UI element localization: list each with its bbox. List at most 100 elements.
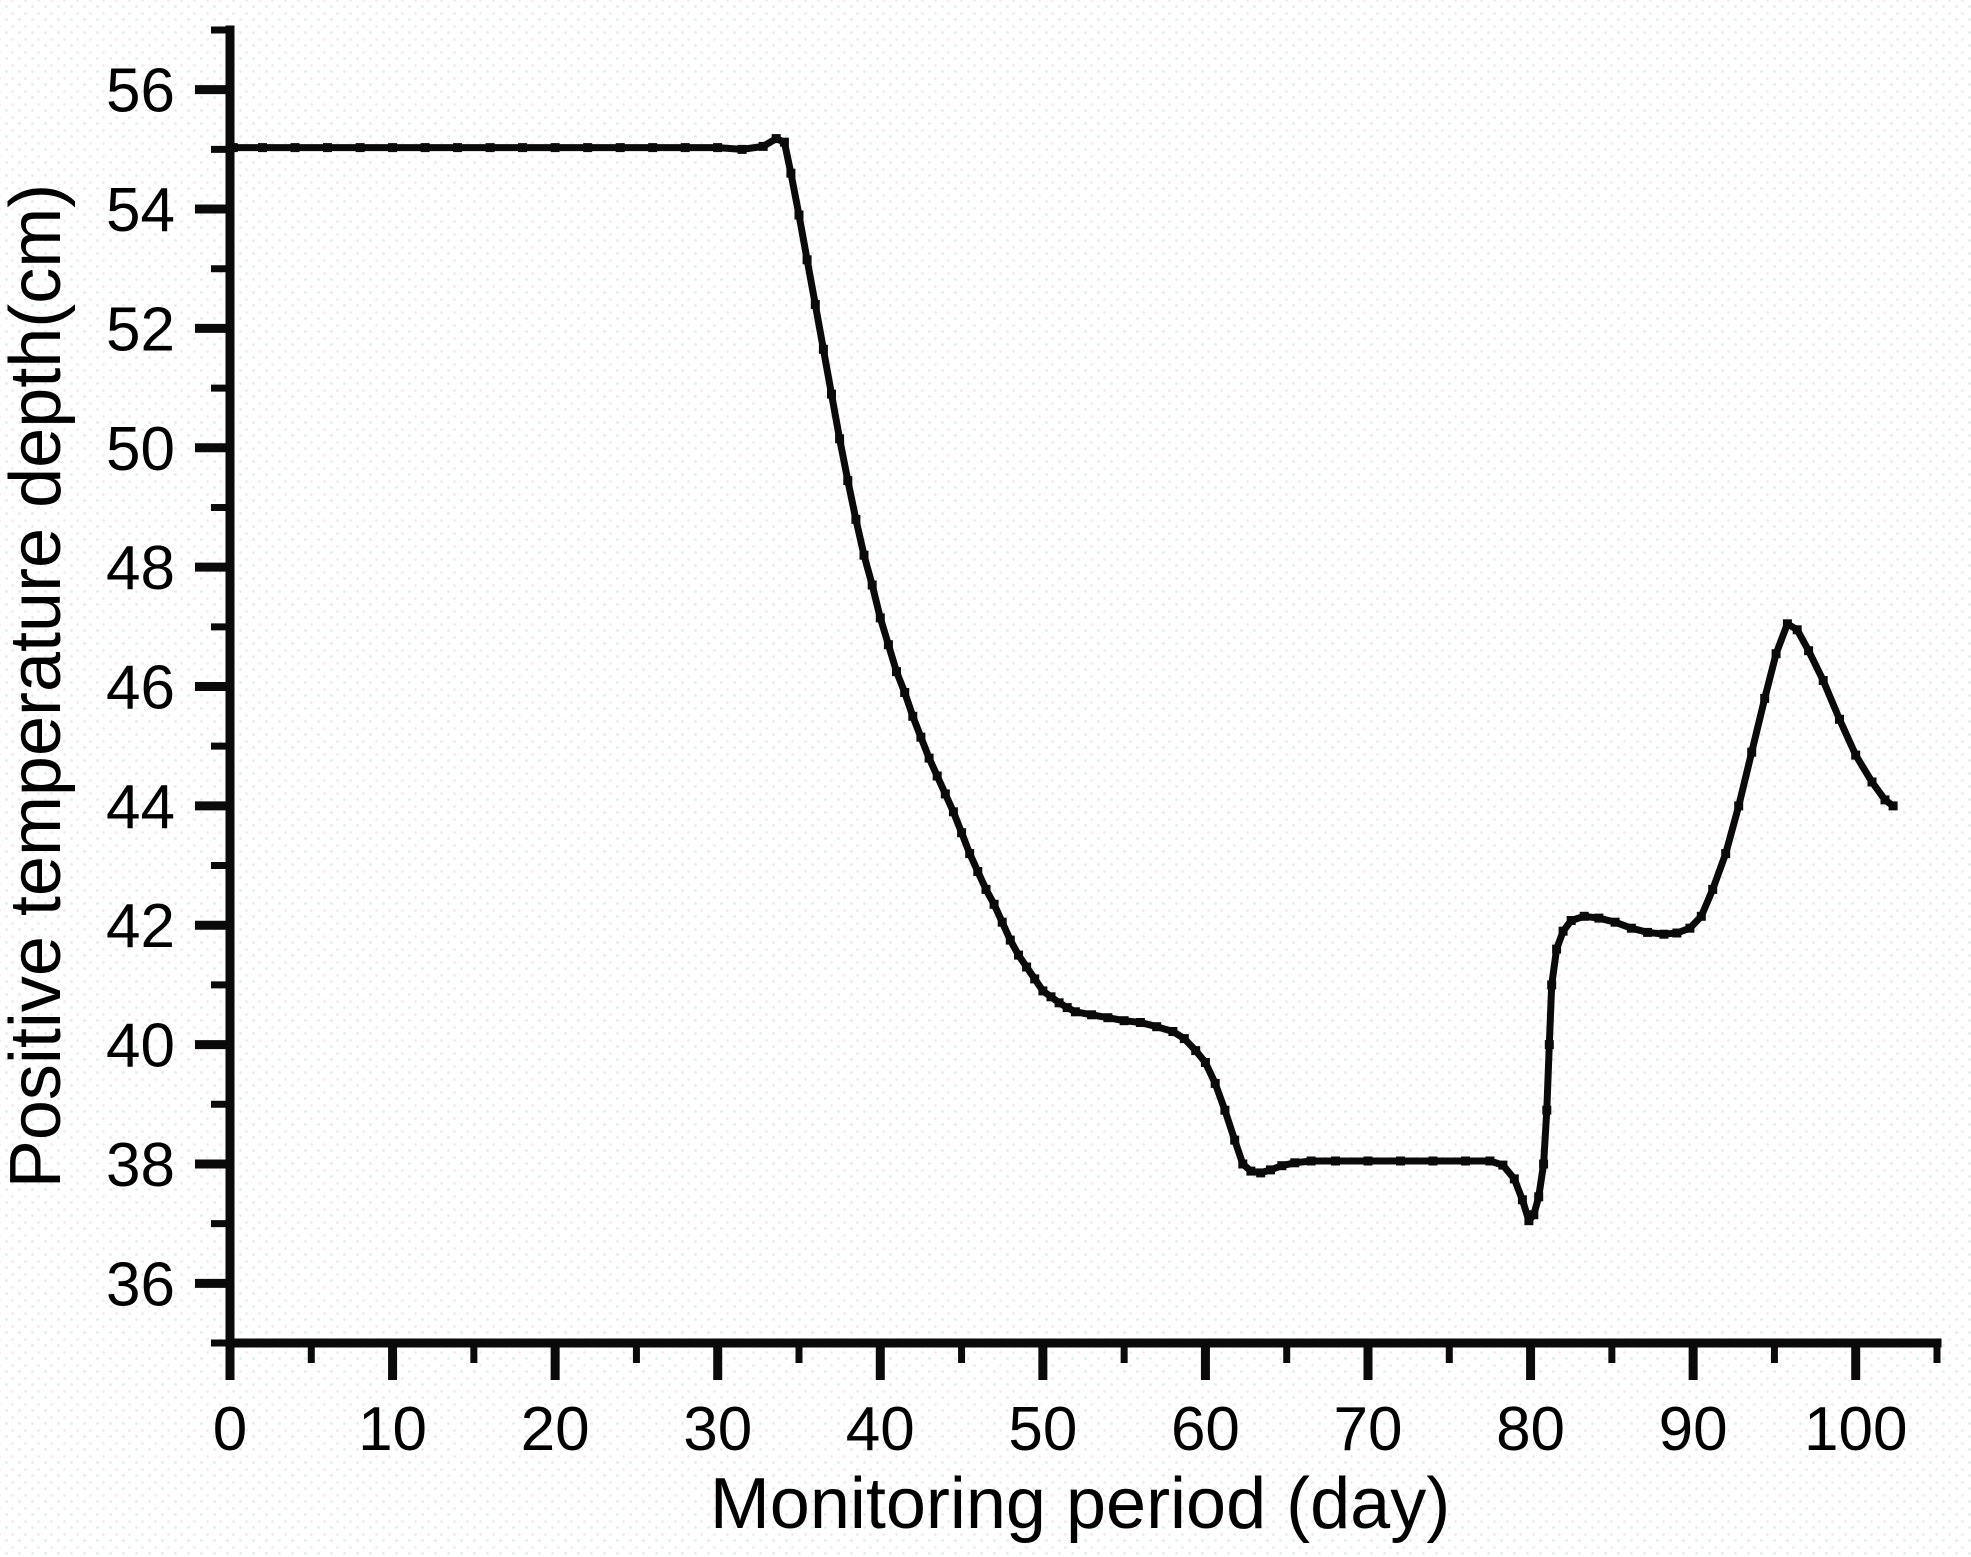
data-point-marker [1119,1016,1129,1026]
data-point-marker [1566,916,1576,925]
data-point-marker [1643,927,1653,937]
data-point-marker [1038,986,1048,996]
data-point-marker [228,143,238,153]
data-point-marker [1014,950,1023,960]
axis-spines [225,25,1942,1348]
data-point-marker [875,613,885,623]
data-point-marker [892,667,901,677]
data-point-marker [1708,884,1718,894]
x-tick-label: 0 [213,1395,247,1464]
series-line [229,135,1897,1225]
data-point-marker [1529,1210,1539,1220]
data-point-marker [1626,923,1636,933]
x-axis-title: Monitoring period (day) [710,1464,1450,1544]
data-point-marker [771,134,781,144]
data-point-marker [680,143,690,153]
data-point-marker [1256,1168,1266,1178]
y-tick-label: 44 [106,773,175,842]
data-point-marker [518,143,528,153]
data-point-marker [1046,992,1056,1002]
x-tick-label: 40 [846,1395,915,1464]
data-point-marker [948,807,958,817]
data-point-marker [1818,676,1828,685]
data-point-marker [1485,1156,1495,1166]
data-point-marker [810,300,820,309]
data-point-marker [1220,1105,1230,1115]
data-point-marker [583,143,593,153]
data-point-marker [900,688,910,697]
y-tick-label: 50 [106,415,175,484]
data-point-marker [1230,1135,1240,1145]
data-point-marker [737,144,747,154]
data-point-marker [1498,1160,1508,1170]
data-point-marker [932,771,942,781]
data-point-marker [1135,1018,1145,1027]
data-point-marker [1290,1158,1300,1168]
data-point-marker [1168,1027,1178,1036]
axis-ticks [195,26,1941,1380]
y-tick-label: 48 [106,534,175,603]
tick-labels: 0 10 20 30 40 50 60 70 80 90 100 36 38 40 42 44 46 48 50 52… [106,57,1907,1464]
data-point-marker [1179,1034,1189,1044]
data-point-marker [1851,750,1861,760]
data-point-marker [786,168,796,178]
y-tick-label: 46 [106,654,175,723]
data-point-marker [1696,911,1706,921]
data-point-marker [957,828,967,838]
data-point-marker [989,899,999,909]
data-point-marker [290,143,300,153]
data-point-marker [1542,1105,1552,1115]
data-point-marker [1087,1010,1097,1020]
y-tick-label: 54 [106,176,175,245]
data-point-marker [1152,1022,1162,1032]
x-tick-label: 70 [1334,1395,1403,1464]
data-point-marker [1747,747,1757,757]
data-point-marker [1804,646,1814,656]
data-point-marker [1610,917,1620,927]
data-point-marker [1054,998,1064,1008]
data-series [228,134,1898,1226]
y-tick-label: 40 [106,1012,175,1081]
x-tick-label: 20 [521,1395,590,1464]
data-point-marker [1238,1159,1248,1169]
data-point-marker [485,143,495,153]
y-tick-label: 36 [106,1250,175,1319]
data-point-marker [859,550,869,560]
x-tick-label: 30 [683,1395,752,1464]
data-point-marker [827,389,836,399]
data-point-marker [453,143,463,153]
data-point-marker [1070,1007,1080,1017]
data-point-marker [1547,980,1557,990]
data-point-marker [835,434,845,444]
data-point-marker [779,137,789,147]
data-point-marker [1558,926,1568,936]
data-point-marker [940,789,950,799]
data-point-marker [1191,1046,1201,1056]
data-point-marker [550,143,560,153]
data-point-marker [1771,649,1781,659]
data-point-marker [758,141,768,151]
x-tick-label: 60 [1171,1395,1240,1464]
data-point-marker [1428,1156,1438,1166]
x-tick-label: 50 [1008,1395,1077,1464]
data-point-marker [818,344,828,354]
data-point-marker [1792,625,1802,635]
data-point-marker [355,143,365,153]
data-point-marker [1594,913,1604,923]
data-point-marker [916,732,926,742]
data-point-marker [615,143,625,153]
data-point-marker [981,884,991,894]
data-point-marker [1363,1156,1373,1166]
data-point-marker [323,143,332,153]
data-point-marker [1331,1156,1340,1166]
data-point-marker [1062,1003,1072,1013]
data-point-marker [1509,1174,1519,1184]
data-point-marker [1517,1195,1527,1205]
data-point-marker [1685,923,1695,933]
data-point-marker [883,640,893,650]
data-point-marker [997,917,1007,927]
data-point-marker [258,143,267,153]
data-point-marker [1760,693,1770,703]
